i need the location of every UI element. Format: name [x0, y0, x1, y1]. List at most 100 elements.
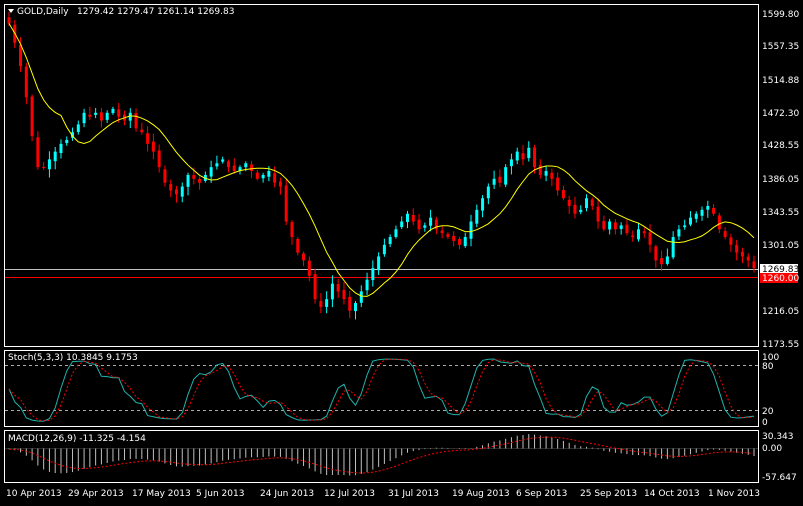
- triangle-down-icon[interactable]: [8, 9, 14, 13]
- stoch-panel[interactable]: [4, 350, 759, 427]
- candle-body: [36, 137, 40, 168]
- candle-body: [255, 172, 259, 179]
- candle-body: [735, 244, 739, 253]
- candle-body: [463, 237, 467, 247]
- candle-body: [365, 279, 369, 291]
- candle-body: [752, 261, 756, 269]
- candle-body: [82, 112, 86, 124]
- stoch-scale-label: 20: [762, 407, 774, 417]
- bid-price-tag: [760, 264, 798, 274]
- candle-body: [325, 299, 329, 307]
- macd-scale-label: 0.00: [762, 444, 782, 454]
- candle-body: [538, 165, 542, 175]
- candle-body: [486, 186, 490, 199]
- candle-body: [665, 256, 669, 264]
- candle-body: [746, 256, 750, 261]
- candle-body: [209, 167, 213, 177]
- stoch-scale: 100 80 20 0: [762, 353, 779, 428]
- candle-body: [290, 222, 294, 238]
- time-tick-label: 12 Jul 2013: [324, 489, 375, 499]
- candle-body: [296, 238, 300, 253]
- time-tick-label: 1 Nov 2013: [708, 489, 760, 499]
- stoch-signal-line: [8, 358, 755, 422]
- candle-body: [625, 224, 629, 234]
- candle-body: [608, 221, 612, 230]
- time-tick-label: 19 Aug 2013: [452, 489, 510, 499]
- candle-body: [613, 222, 617, 230]
- macd-scale-label: 30.343: [762, 432, 794, 442]
- candle-body: [7, 17, 11, 24]
- candle-body: [619, 225, 623, 229]
- time-tick-label: 29 Apr 2013: [68, 489, 124, 499]
- candle-body: [405, 213, 409, 223]
- candle-body: [457, 239, 461, 245]
- price-tick-label: 1514.88: [762, 76, 799, 86]
- candle-body: [134, 113, 138, 129]
- candle-body: [336, 284, 340, 292]
- candle-body: [151, 141, 155, 152]
- price-tick-label: 1428.55: [762, 141, 799, 151]
- candle-body: [631, 235, 635, 238]
- candle-body: [342, 290, 346, 300]
- candle-body: [533, 147, 537, 168]
- candle-body: [273, 173, 277, 183]
- time-tick-label: 10 Apr 2013: [6, 489, 62, 499]
- candle-body: [250, 164, 254, 172]
- candle-body: [186, 174, 190, 187]
- candle-body: [307, 260, 311, 276]
- candle-body: [146, 133, 150, 144]
- candle-body: [481, 198, 485, 211]
- ask-price-label: 1260.00: [762, 274, 799, 284]
- candle-body: [65, 139, 69, 144]
- candle-body: [694, 213, 698, 219]
- candle-body: [585, 198, 589, 209]
- price-tick-label: 1599.80: [762, 10, 799, 20]
- candle-body: [42, 166, 46, 168]
- candle-body: [354, 303, 358, 312]
- stoch-main-line: [8, 358, 755, 422]
- candle-body: [117, 109, 121, 117]
- candle-body: [636, 229, 640, 240]
- candle-body: [76, 124, 80, 132]
- candle-body: [394, 229, 398, 237]
- macd-panel[interactable]: [4, 430, 759, 483]
- candle-body: [71, 132, 75, 138]
- macd-scale: 30.343 0.00 -57.647: [762, 432, 797, 483]
- macd-histogram: [8, 434, 755, 476]
- candle-body: [700, 209, 704, 216]
- price-tick-label: 1173.55: [762, 340, 799, 350]
- candle-body: [452, 235, 456, 241]
- candle-body: [642, 231, 646, 234]
- main-chart-panel[interactable]: [4, 4, 759, 347]
- time-tick-label: 31 Jul 2013: [388, 489, 439, 499]
- candle-body: [469, 221, 473, 239]
- candle-body: [429, 217, 433, 226]
- candle-body: [267, 171, 271, 177]
- stoch-label: Stoch(5,3,3) 10.3845 9.1753: [8, 353, 138, 363]
- candle-body: [99, 112, 103, 121]
- candle-body: [377, 256, 381, 271]
- candle-body: [238, 167, 242, 172]
- candle-body: [198, 178, 202, 183]
- candle-body: [527, 147, 531, 159]
- price-tick-label: 1343.55: [762, 208, 799, 218]
- candle-body: [261, 174, 265, 179]
- candle-body: [423, 225, 427, 228]
- candle-body: [556, 177, 560, 191]
- time-tick-label: 14 Oct 2013: [644, 489, 700, 499]
- candle-body: [47, 159, 51, 170]
- candle-body: [382, 244, 386, 255]
- candle-body: [660, 258, 664, 265]
- price-tick-label: 1472.30: [762, 109, 799, 119]
- candle-body: [59, 143, 63, 154]
- candle-body: [244, 163, 248, 168]
- candle-body: [388, 237, 392, 244]
- candle-body: [411, 214, 415, 222]
- candle-body: [192, 175, 196, 179]
- candle-body: [521, 153, 525, 160]
- price-tick-label: 1301.05: [762, 241, 799, 251]
- candle-body: [313, 273, 317, 300]
- candle-body: [302, 253, 306, 261]
- candle-body: [24, 66, 28, 98]
